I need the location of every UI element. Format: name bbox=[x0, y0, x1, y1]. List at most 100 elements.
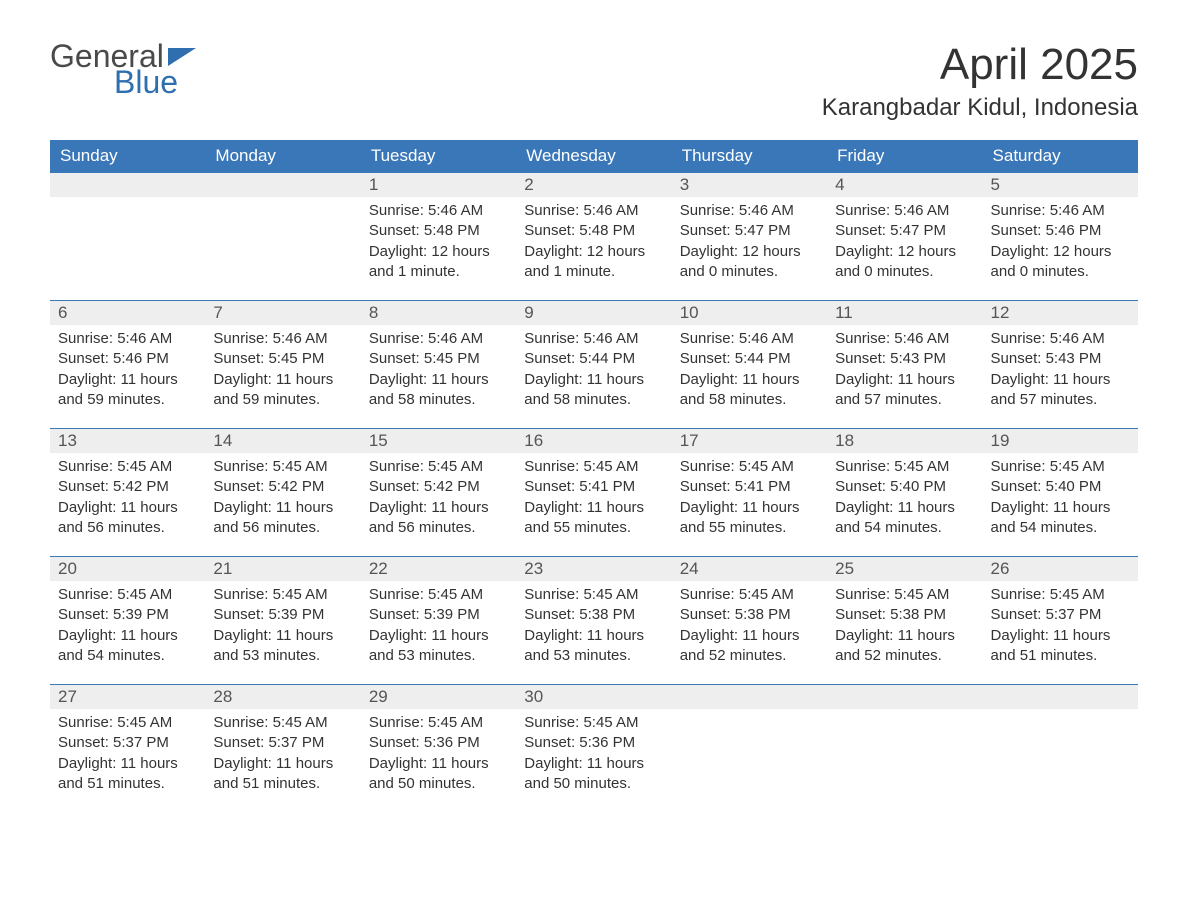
calendar-cell: 6Sunrise: 5:46 AMSunset: 5:46 PMDaylight… bbox=[50, 301, 205, 429]
day-number: 14 bbox=[205, 429, 360, 453]
sunrise-line: Sunrise: 5:45 AM bbox=[213, 457, 352, 477]
day-number: 28 bbox=[205, 685, 360, 709]
day-body: Sunrise: 5:45 AMSunset: 5:39 PMDaylight:… bbox=[50, 581, 205, 674]
calendar-cell: 9Sunrise: 5:46 AMSunset: 5:44 PMDaylight… bbox=[516, 301, 671, 429]
sunrise-line: Sunrise: 5:46 AM bbox=[680, 329, 819, 349]
calendar-cell: 4Sunrise: 5:46 AMSunset: 5:47 PMDaylight… bbox=[827, 173, 982, 301]
sunrise-line: Sunrise: 5:46 AM bbox=[369, 201, 508, 221]
sunset-line: Sunset: 5:45 PM bbox=[369, 349, 508, 369]
day-number: 30 bbox=[516, 685, 671, 709]
day-body: Sunrise: 5:45 AMSunset: 5:41 PMDaylight:… bbox=[672, 453, 827, 546]
sunset-line: Sunset: 5:38 PM bbox=[835, 605, 974, 625]
day-body: Sunrise: 5:45 AMSunset: 5:39 PMDaylight:… bbox=[205, 581, 360, 674]
daylight-line: Daylight: 11 hours and 56 minutes. bbox=[213, 498, 352, 539]
daylight-line: Daylight: 11 hours and 53 minutes. bbox=[524, 626, 663, 667]
sunrise-line: Sunrise: 5:45 AM bbox=[835, 457, 974, 477]
day-number: 5 bbox=[983, 173, 1138, 197]
calendar-cell: 2Sunrise: 5:46 AMSunset: 5:48 PMDaylight… bbox=[516, 173, 671, 301]
calendar-cell bbox=[983, 685, 1138, 813]
sunset-line: Sunset: 5:36 PM bbox=[369, 733, 508, 753]
daylight-line: Daylight: 11 hours and 54 minutes. bbox=[58, 626, 197, 667]
day-body: Sunrise: 5:45 AMSunset: 5:37 PMDaylight:… bbox=[983, 581, 1138, 674]
calendar-cell: 15Sunrise: 5:45 AMSunset: 5:42 PMDayligh… bbox=[361, 429, 516, 557]
day-number: 9 bbox=[516, 301, 671, 325]
sunrise-line: Sunrise: 5:45 AM bbox=[369, 457, 508, 477]
weekday-header-row: SundayMondayTuesdayWednesdayThursdayFrid… bbox=[50, 140, 1138, 173]
empty-day bbox=[983, 685, 1138, 709]
daylight-line: Daylight: 11 hours and 55 minutes. bbox=[524, 498, 663, 539]
empty-day bbox=[672, 685, 827, 709]
day-body: Sunrise: 5:45 AMSunset: 5:36 PMDaylight:… bbox=[516, 709, 671, 802]
sunset-line: Sunset: 5:43 PM bbox=[835, 349, 974, 369]
calendar-cell: 24Sunrise: 5:45 AMSunset: 5:38 PMDayligh… bbox=[672, 557, 827, 685]
logo-triangle-icon bbox=[168, 48, 196, 66]
day-body: Sunrise: 5:45 AMSunset: 5:40 PMDaylight:… bbox=[827, 453, 982, 546]
day-number: 2 bbox=[516, 173, 671, 197]
calendar-cell: 10Sunrise: 5:46 AMSunset: 5:44 PMDayligh… bbox=[672, 301, 827, 429]
daylight-line: Daylight: 11 hours and 51 minutes. bbox=[991, 626, 1130, 667]
sunrise-line: Sunrise: 5:45 AM bbox=[58, 713, 197, 733]
day-body: Sunrise: 5:45 AMSunset: 5:40 PMDaylight:… bbox=[983, 453, 1138, 546]
sunset-line: Sunset: 5:45 PM bbox=[213, 349, 352, 369]
sunset-line: Sunset: 5:47 PM bbox=[835, 221, 974, 241]
day-body: Sunrise: 5:45 AMSunset: 5:37 PMDaylight:… bbox=[205, 709, 360, 802]
sunset-line: Sunset: 5:41 PM bbox=[524, 477, 663, 497]
calendar-cell: 12Sunrise: 5:46 AMSunset: 5:43 PMDayligh… bbox=[983, 301, 1138, 429]
sunset-line: Sunset: 5:44 PM bbox=[524, 349, 663, 369]
sunset-line: Sunset: 5:38 PM bbox=[680, 605, 819, 625]
sunrise-line: Sunrise: 5:46 AM bbox=[835, 329, 974, 349]
day-number: 8 bbox=[361, 301, 516, 325]
calendar-cell: 28Sunrise: 5:45 AMSunset: 5:37 PMDayligh… bbox=[205, 685, 360, 813]
sunset-line: Sunset: 5:43 PM bbox=[991, 349, 1130, 369]
day-number: 26 bbox=[983, 557, 1138, 581]
day-body: Sunrise: 5:45 AMSunset: 5:38 PMDaylight:… bbox=[827, 581, 982, 674]
calendar-cell: 26Sunrise: 5:45 AMSunset: 5:37 PMDayligh… bbox=[983, 557, 1138, 685]
day-number: 3 bbox=[672, 173, 827, 197]
daylight-line: Daylight: 11 hours and 58 minutes. bbox=[680, 370, 819, 411]
sunrise-line: Sunrise: 5:45 AM bbox=[369, 713, 508, 733]
daylight-line: Daylight: 11 hours and 53 minutes. bbox=[369, 626, 508, 667]
sunrise-line: Sunrise: 5:45 AM bbox=[835, 585, 974, 605]
day-body: Sunrise: 5:46 AMSunset: 5:43 PMDaylight:… bbox=[983, 325, 1138, 418]
daylight-line: Daylight: 11 hours and 50 minutes. bbox=[524, 754, 663, 795]
weekday-tuesday: Tuesday bbox=[361, 140, 516, 173]
calendar-cell: 23Sunrise: 5:45 AMSunset: 5:38 PMDayligh… bbox=[516, 557, 671, 685]
day-number: 16 bbox=[516, 429, 671, 453]
daylight-line: Daylight: 11 hours and 58 minutes. bbox=[369, 370, 508, 411]
calendar-cell: 3Sunrise: 5:46 AMSunset: 5:47 PMDaylight… bbox=[672, 173, 827, 301]
daylight-line: Daylight: 11 hours and 53 minutes. bbox=[213, 626, 352, 667]
sunset-line: Sunset: 5:36 PM bbox=[524, 733, 663, 753]
week-row: 1Sunrise: 5:46 AMSunset: 5:48 PMDaylight… bbox=[50, 173, 1138, 301]
daylight-line: Daylight: 12 hours and 0 minutes. bbox=[991, 242, 1130, 283]
calendar-cell: 1Sunrise: 5:46 AMSunset: 5:48 PMDaylight… bbox=[361, 173, 516, 301]
sunrise-line: Sunrise: 5:46 AM bbox=[524, 329, 663, 349]
sunset-line: Sunset: 5:40 PM bbox=[991, 477, 1130, 497]
day-body: Sunrise: 5:46 AMSunset: 5:48 PMDaylight:… bbox=[516, 197, 671, 290]
sunrise-line: Sunrise: 5:45 AM bbox=[213, 713, 352, 733]
daylight-line: Daylight: 12 hours and 0 minutes. bbox=[680, 242, 819, 283]
sunrise-line: Sunrise: 5:45 AM bbox=[524, 457, 663, 477]
sunrise-line: Sunrise: 5:45 AM bbox=[213, 585, 352, 605]
sunset-line: Sunset: 5:39 PM bbox=[58, 605, 197, 625]
day-number: 22 bbox=[361, 557, 516, 581]
calendar-cell bbox=[672, 685, 827, 813]
week-row: 27Sunrise: 5:45 AMSunset: 5:37 PMDayligh… bbox=[50, 685, 1138, 813]
day-number: 24 bbox=[672, 557, 827, 581]
daylight-line: Daylight: 11 hours and 55 minutes. bbox=[680, 498, 819, 539]
sunset-line: Sunset: 5:39 PM bbox=[369, 605, 508, 625]
daylight-line: Daylight: 11 hours and 50 minutes. bbox=[369, 754, 508, 795]
sunset-line: Sunset: 5:48 PM bbox=[524, 221, 663, 241]
day-body: Sunrise: 5:45 AMSunset: 5:38 PMDaylight:… bbox=[672, 581, 827, 674]
sunset-line: Sunset: 5:42 PM bbox=[369, 477, 508, 497]
sunrise-line: Sunrise: 5:45 AM bbox=[369, 585, 508, 605]
weekday-friday: Friday bbox=[827, 140, 982, 173]
sunset-line: Sunset: 5:46 PM bbox=[58, 349, 197, 369]
calendar-cell bbox=[50, 173, 205, 301]
week-row: 20Sunrise: 5:45 AMSunset: 5:39 PMDayligh… bbox=[50, 557, 1138, 685]
sunset-line: Sunset: 5:37 PM bbox=[58, 733, 197, 753]
calendar-cell: 5Sunrise: 5:46 AMSunset: 5:46 PMDaylight… bbox=[983, 173, 1138, 301]
day-number: 1 bbox=[361, 173, 516, 197]
calendar-cell: 25Sunrise: 5:45 AMSunset: 5:38 PMDayligh… bbox=[827, 557, 982, 685]
sunrise-line: Sunrise: 5:46 AM bbox=[991, 201, 1130, 221]
daylight-line: Daylight: 12 hours and 1 minute. bbox=[369, 242, 508, 283]
